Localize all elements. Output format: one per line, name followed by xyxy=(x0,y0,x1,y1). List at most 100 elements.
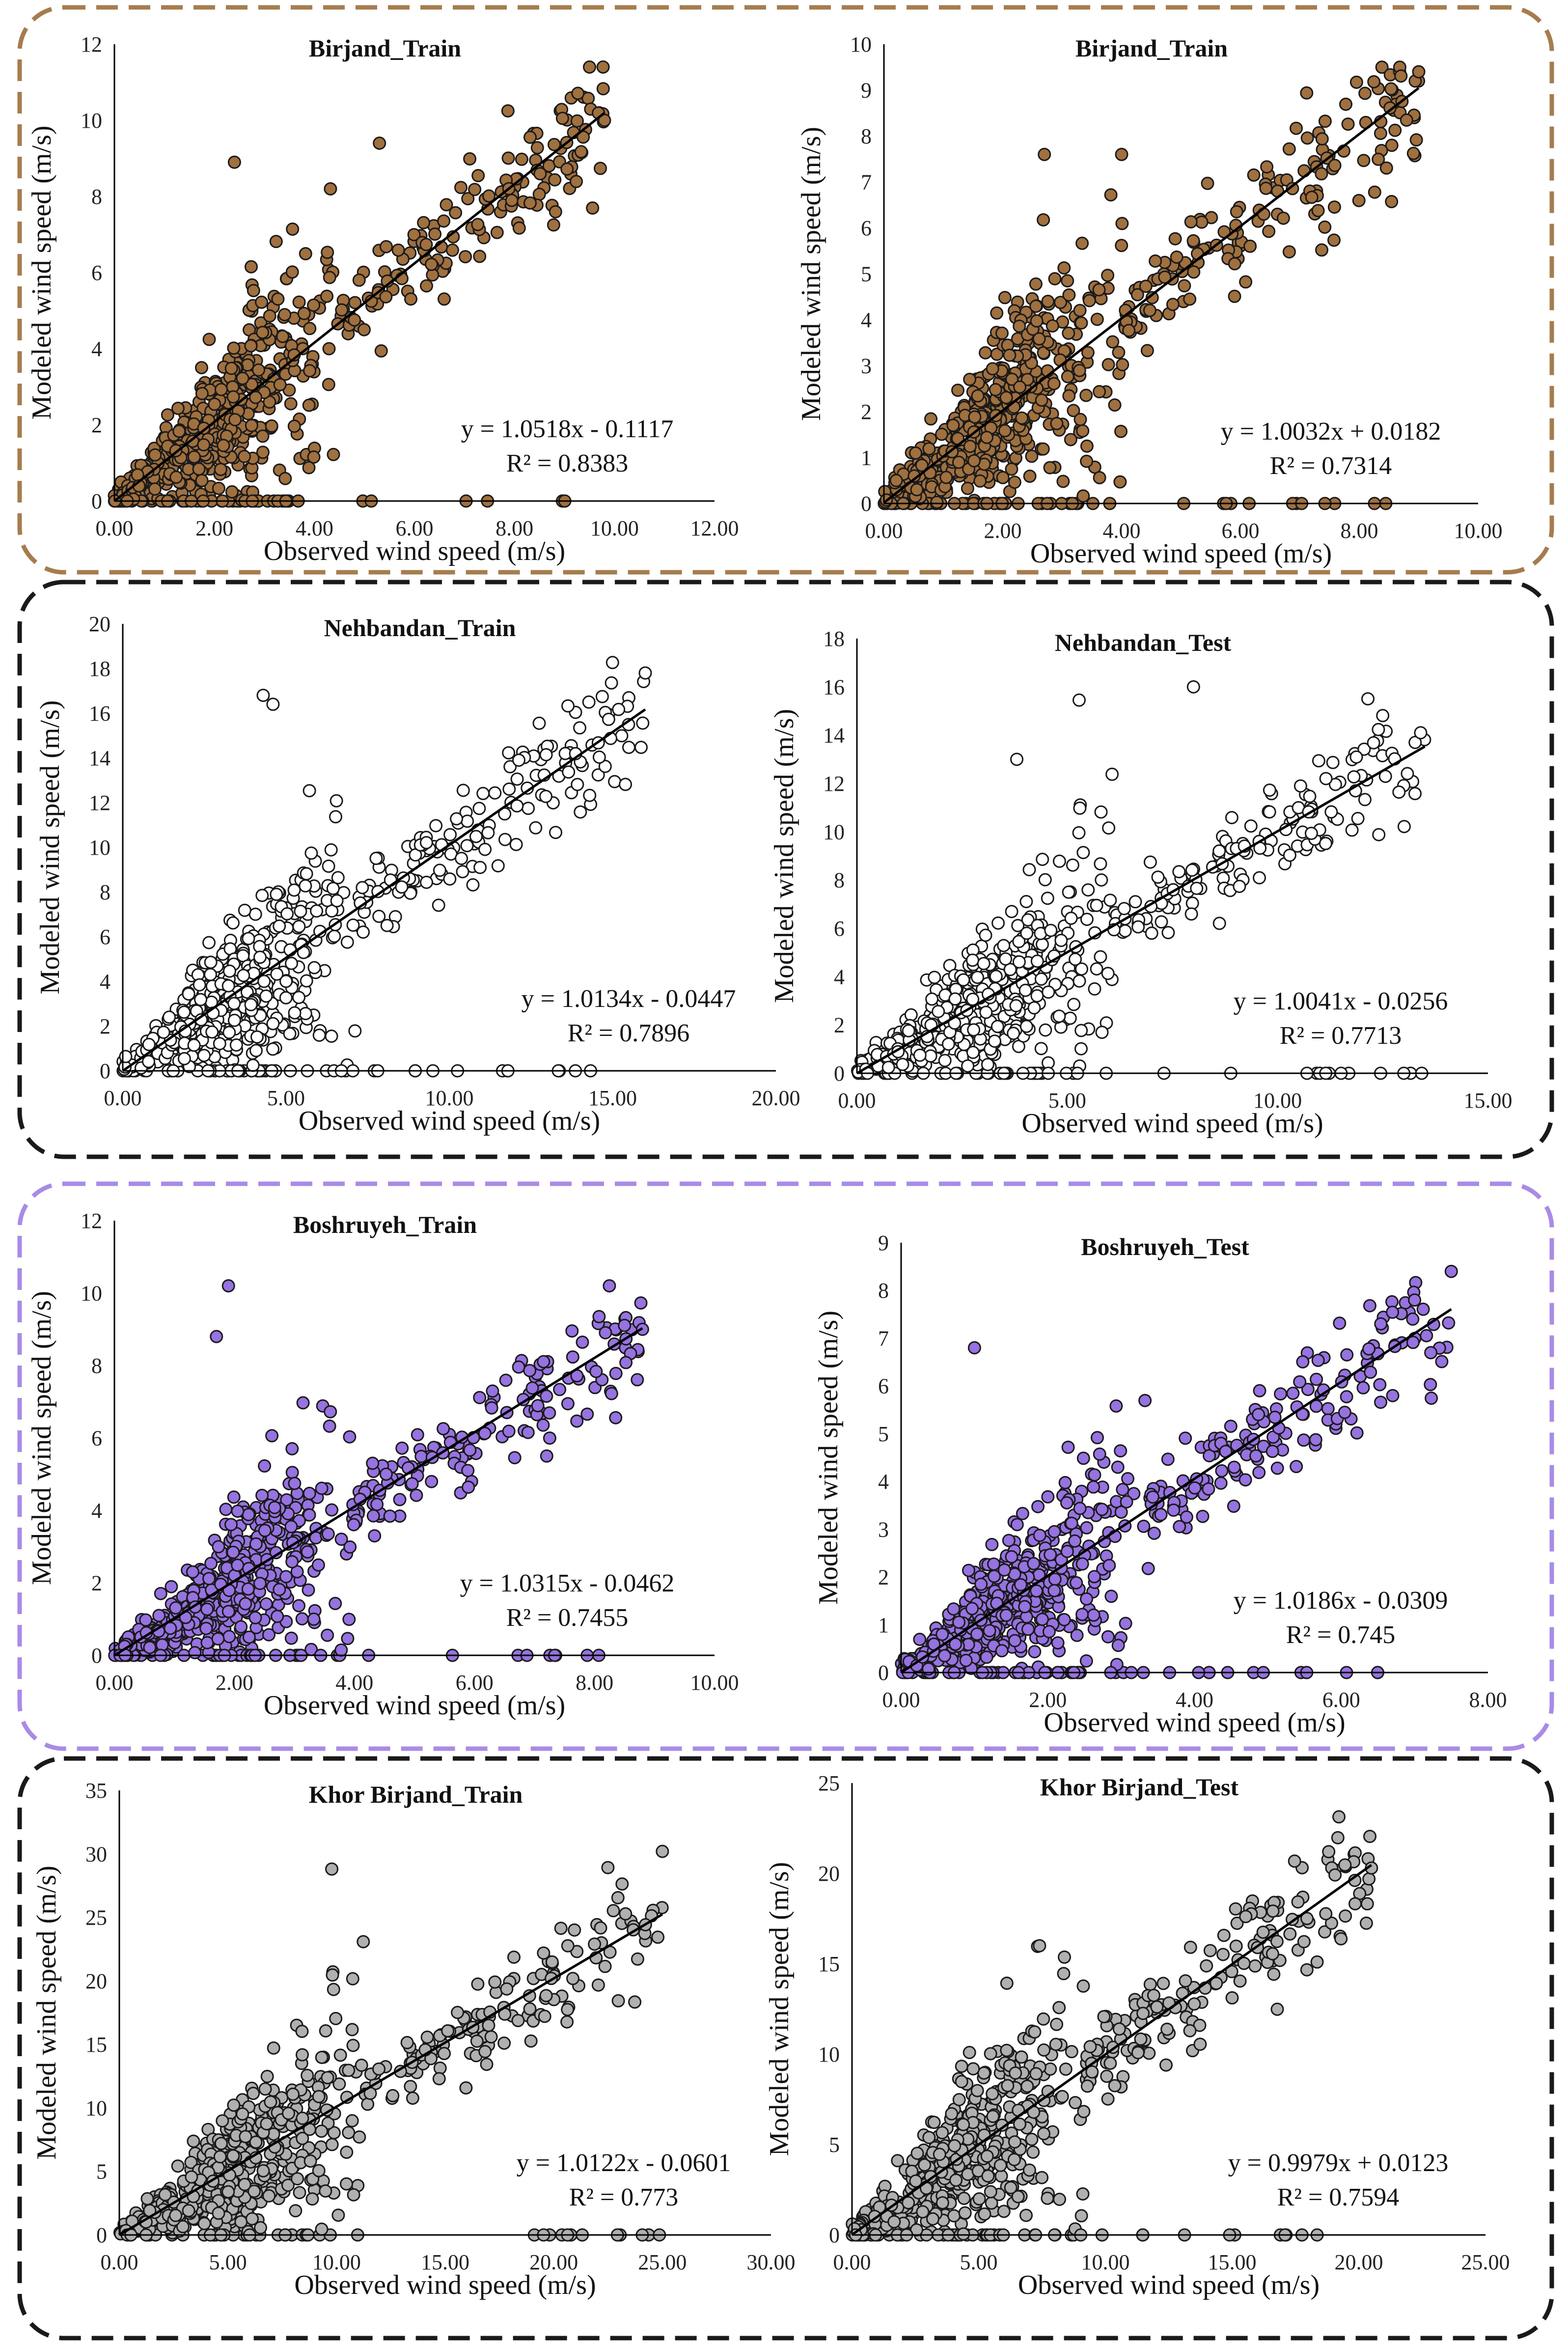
data-point xyxy=(1238,1473,1252,1487)
outlier-point xyxy=(1412,65,1426,79)
data-point xyxy=(951,384,964,397)
data-point xyxy=(1290,121,1303,135)
data-point xyxy=(1079,389,1093,402)
y-tick-label: 5 xyxy=(861,262,872,286)
data-point xyxy=(177,1005,191,1019)
data-point xyxy=(1318,220,1332,234)
data-point xyxy=(172,424,186,438)
chart-title: Nehbandan_Train xyxy=(324,614,516,642)
data-point xyxy=(1005,462,1018,476)
data-point xyxy=(1327,200,1341,214)
data-point xyxy=(1400,113,1413,127)
data-point xyxy=(1147,1527,1161,1540)
data-point xyxy=(1376,709,1390,723)
data-point xyxy=(1088,982,1101,996)
data-point xyxy=(473,250,487,263)
data-point xyxy=(222,1026,236,1039)
data-point xyxy=(511,2014,525,2027)
data-point xyxy=(271,292,285,306)
data-point xyxy=(1349,750,1363,764)
data-point xyxy=(971,389,985,403)
data-point xyxy=(1027,1001,1041,1015)
data-point xyxy=(1262,224,1276,238)
data-point xyxy=(1367,736,1380,750)
data-point xyxy=(995,326,1009,340)
data-point xyxy=(352,273,366,287)
data-point xyxy=(952,455,965,469)
data-point xyxy=(347,2188,360,2202)
data-point xyxy=(1048,272,1062,285)
data-point xyxy=(1293,779,1307,793)
regression-equation: y = 1.0134x - 0.0447 xyxy=(522,985,736,1013)
data-point xyxy=(1054,934,1068,947)
data-point xyxy=(456,783,470,797)
data-point xyxy=(570,1414,584,1428)
data-point xyxy=(263,309,276,323)
data-point xyxy=(271,1610,284,1623)
data-point xyxy=(197,438,211,451)
data-point xyxy=(1010,1518,1024,1532)
data-point xyxy=(273,919,286,933)
data-point xyxy=(1074,316,1088,330)
data-point xyxy=(340,2177,353,2191)
regression-equation: y = 1.0041x - 0.0256 xyxy=(1234,987,1448,1015)
data-point xyxy=(249,1044,263,1058)
y-tick-label: 4 xyxy=(861,308,872,332)
data-point xyxy=(1061,274,1074,288)
data-point xyxy=(1103,893,1117,907)
data-point xyxy=(1101,269,1115,282)
data-point xyxy=(440,198,453,212)
data-point xyxy=(445,243,459,257)
data-point xyxy=(358,323,371,336)
data-point xyxy=(539,1989,553,2003)
data-point xyxy=(973,474,987,488)
data-point xyxy=(1300,86,1314,100)
data-point xyxy=(269,235,283,249)
y-tick-label: 12 xyxy=(823,772,845,796)
data-point xyxy=(204,968,217,981)
data-point xyxy=(468,183,482,196)
data-point xyxy=(248,907,262,921)
data-point xyxy=(342,2064,356,2077)
data-point xyxy=(404,2080,417,2093)
data-point xyxy=(1151,870,1165,884)
data-point xyxy=(473,1391,487,1404)
data-point xyxy=(537,1355,550,1368)
data-point xyxy=(244,339,258,353)
data-point xyxy=(1368,185,1381,199)
data-point xyxy=(256,429,270,443)
data-point xyxy=(227,1490,241,1504)
data-point xyxy=(910,483,924,497)
data-point xyxy=(395,880,409,894)
data-point xyxy=(273,1583,286,1596)
data-point xyxy=(461,192,475,205)
data-point xyxy=(1005,905,1018,919)
data-point xyxy=(1093,1447,1106,1461)
y-tick-label: 8 xyxy=(91,185,102,209)
data-point xyxy=(425,257,438,271)
frame-birjand xyxy=(17,5,1554,575)
data-point xyxy=(1350,1426,1364,1440)
data-point xyxy=(1080,439,1094,453)
outlier-point xyxy=(210,1330,223,1343)
y-tick-label: 4 xyxy=(878,1470,889,1494)
data-point xyxy=(540,1389,553,1403)
data-point xyxy=(1069,952,1082,966)
data-point xyxy=(561,1939,575,1953)
data-point xyxy=(245,260,258,274)
data-point xyxy=(968,410,982,424)
data-point xyxy=(539,789,552,803)
data-point xyxy=(258,2082,272,2096)
y-tick-label: 9 xyxy=(878,1231,889,1255)
data-point xyxy=(974,1577,988,1591)
data-point xyxy=(292,920,306,933)
data-point xyxy=(1035,393,1048,407)
data-point xyxy=(1093,385,1106,398)
data-point xyxy=(501,104,515,118)
data-point xyxy=(278,308,292,322)
data-point xyxy=(1076,1451,1090,1465)
data-point xyxy=(443,872,457,886)
r-squared: R² = 0.7455 xyxy=(506,1604,629,1632)
data-point xyxy=(463,1443,477,1457)
